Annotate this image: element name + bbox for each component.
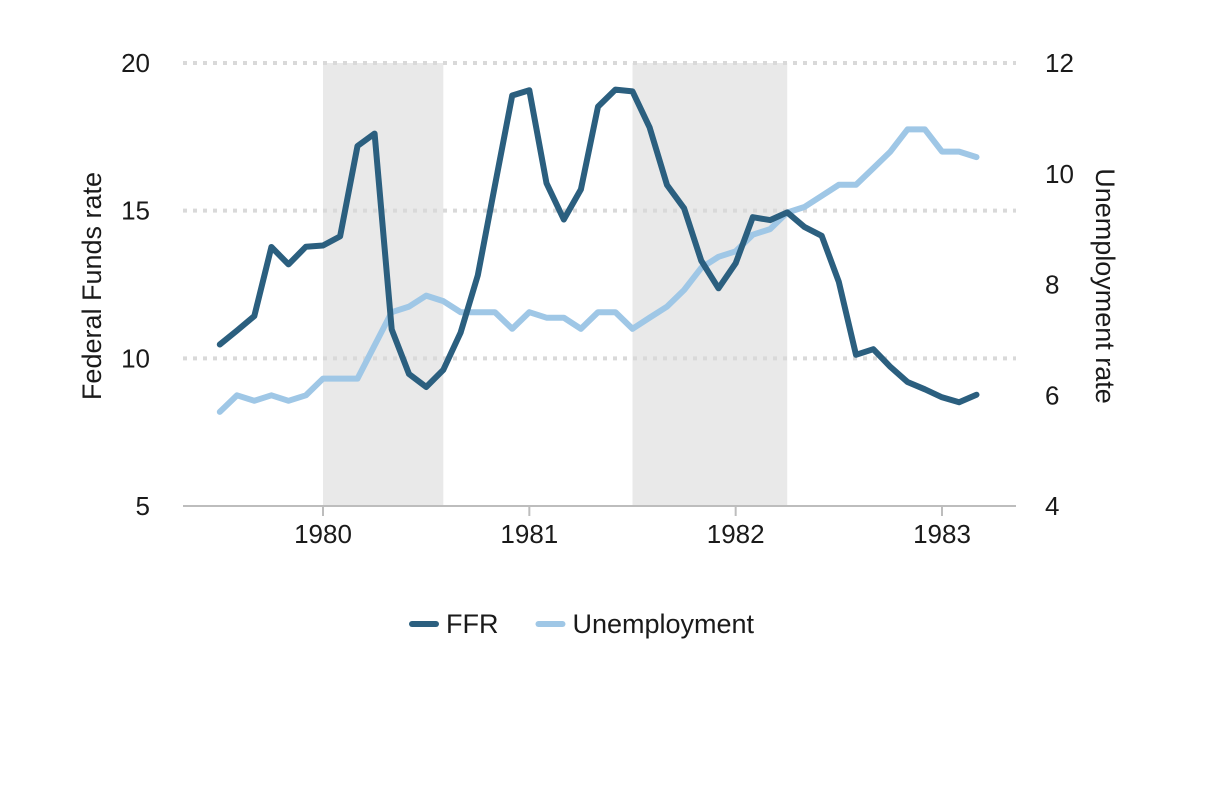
- legend: FFR Unemployment: [409, 609, 755, 639]
- recession-band-1: [323, 63, 444, 506]
- series-line-unemployment: [216, 126, 980, 415]
- left-tick-label-15: 15: [121, 196, 150, 226]
- right-tick-label-8: 8: [1045, 270, 1059, 300]
- series-line-ffr: [216, 86, 980, 406]
- x-tick-label-1980: 1980: [294, 519, 352, 549]
- right-tick-label-12: 12: [1045, 48, 1074, 78]
- left-tick-label-20: 20: [121, 48, 150, 78]
- recession-band-2: [632, 63, 788, 506]
- right-tick-label-6: 6: [1045, 380, 1059, 410]
- left-tick-label-5: 5: [136, 491, 150, 521]
- left-tick-label-10: 10: [121, 343, 150, 373]
- left-axis: 5 10 15 20: [121, 48, 150, 521]
- left-axis-title: Federal Funds rate: [77, 172, 107, 400]
- right-axis: 4 6 8 10 12: [1045, 48, 1074, 521]
- right-axis-title: Unemployment rate: [1090, 168, 1120, 404]
- recession-shading: [323, 63, 788, 506]
- legend-label-unemployment: Unemployment: [572, 609, 754, 639]
- series-lines: [216, 86, 980, 415]
- right-tick-label-10: 10: [1045, 159, 1074, 189]
- x-axis-ticks: 1980 1981 1982 1983: [294, 506, 971, 549]
- x-tick-label-1983: 1983: [913, 519, 971, 549]
- right-tick-label-4: 4: [1045, 491, 1059, 521]
- x-tick-label-1982: 1982: [707, 519, 765, 549]
- x-tick-label-1981: 1981: [500, 519, 558, 549]
- legend-label-ffr: FFR: [446, 609, 498, 639]
